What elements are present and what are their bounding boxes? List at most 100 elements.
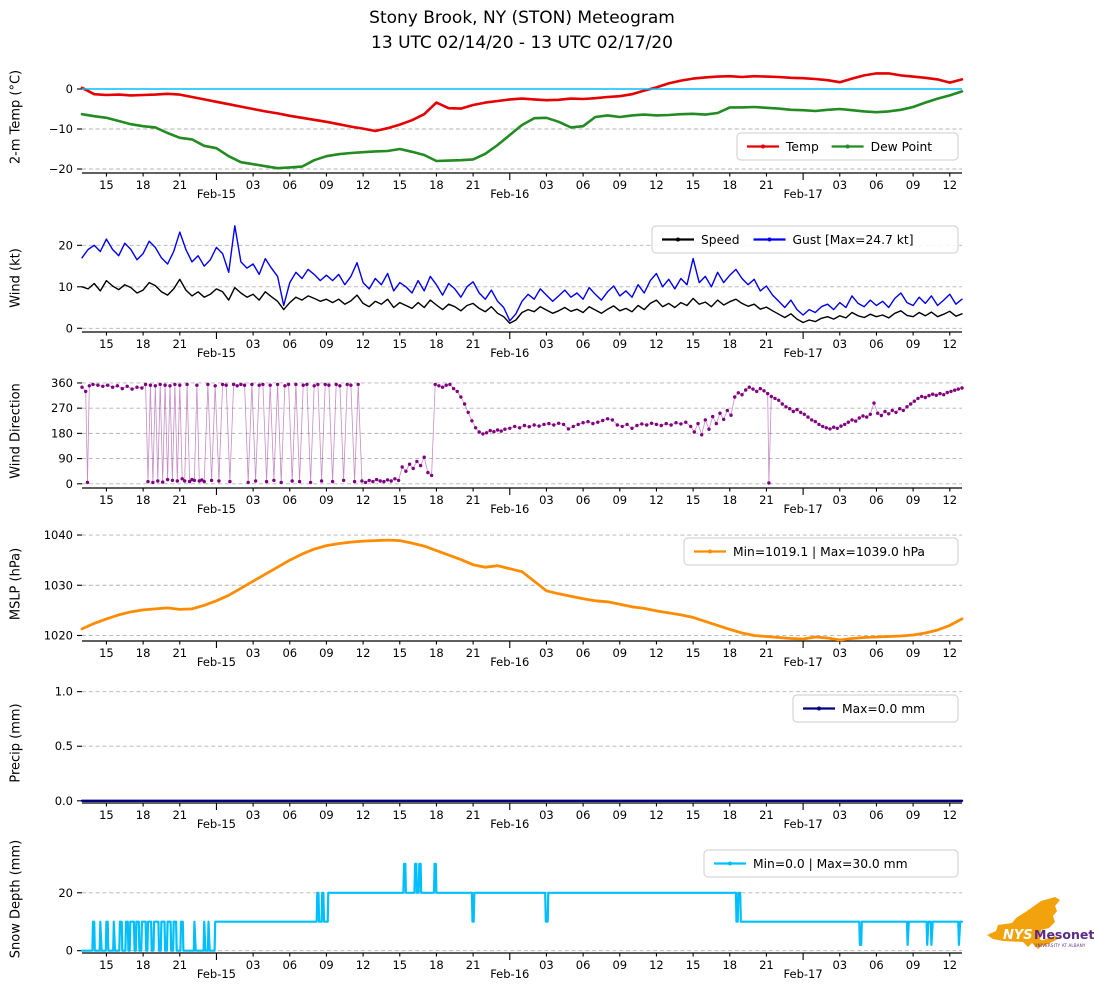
scatter-point [158,382,162,387]
logo-mesonet-text: Mesonet [1034,927,1094,942]
scatter-point [766,391,770,396]
scatter-point [451,386,456,391]
x-tick-label: 03 [539,337,554,351]
x-tick-label: 21 [172,958,187,972]
scatter-point [821,424,825,429]
x-tick-label: 12 [356,337,371,351]
x-tick-label: 15 [392,958,407,972]
x-tick-label: 18 [722,493,737,507]
scatter-point [850,418,854,422]
x-tick-label: 03 [246,178,261,192]
x-tick-label: 15 [392,493,407,507]
scatter-point [566,427,571,431]
x-tick-label: 06 [869,493,884,507]
scatter-point [246,480,250,485]
y-tick-label: 0 [66,477,73,491]
x-tick-label: 21 [466,337,481,351]
scatter-point [444,383,448,387]
scatter-point [758,386,762,391]
x-tick-label: 15 [686,808,701,822]
x-tick-label: 03 [539,493,554,507]
x-tick-label: 18 [429,808,444,822]
x-tick-label: 06 [576,178,591,192]
scatter-point [209,478,214,483]
scatter-point [316,382,320,387]
scatter-point [788,407,792,411]
scatter-point [733,395,737,399]
scatter-point [165,477,170,482]
scatter-point [393,477,397,481]
x-tick-label: 06 [282,337,297,351]
scatter-point [729,413,733,417]
x-tick-label: 15 [99,646,114,660]
x-tick-label: 06 [869,958,884,972]
x-tick-label: 18 [722,958,737,972]
scatter-point [374,477,379,482]
x-tick-label: 18 [136,178,151,192]
scatter-point [674,421,678,425]
scatter-point [876,411,880,415]
y-tick-label: 270 [51,401,73,415]
scatter-point [736,391,740,395]
legend-box [792,694,959,723]
x-tick-label: 06 [869,646,884,660]
x-tick-label: 21 [172,337,187,351]
scatter-point [953,388,957,392]
scatter-point [890,408,894,413]
x-tick-label: 18 [429,337,444,351]
scatter-point [382,479,386,484]
scatter-point [110,385,115,389]
x-tick-label: 09 [612,958,627,972]
x-tick-label: 09 [612,178,627,192]
scatter-point [429,473,434,478]
x-tick-label: Feb-17 [784,655,823,669]
scatter-point [242,383,247,387]
y-tick-label: 1030 [44,578,73,592]
scatter-point [956,387,960,391]
x-tick-label: Feb-17 [784,817,823,831]
scatter-point [345,382,349,387]
x-tick-label: 15 [99,808,114,822]
scatter-point [744,388,748,392]
legend-sample-marker [845,144,850,149]
y-tick-label: 0 [66,321,73,335]
x-tick-label: 21 [172,493,187,507]
x-tick-label: 18 [136,337,151,351]
scatter-point [312,384,316,388]
scatter-point [175,479,179,483]
legend-label: Dew Point [871,140,933,154]
x-tick-label: 09 [906,808,921,822]
scatter-point [640,422,644,426]
scatter-point [843,422,847,427]
scatter-point [654,422,659,427]
x-tick-label: 06 [282,808,297,822]
scatter-point [795,407,799,412]
x-tick-label: 15 [392,808,407,822]
scatter-point [495,428,500,432]
y-tick-label: 90 [58,452,73,466]
x-tick-label: 06 [282,958,297,972]
x-tick-label: 03 [246,646,261,660]
scatter-point [503,427,507,431]
x-tick-label: 09 [319,178,334,192]
scatter-point [938,391,942,396]
scatter-point [909,402,913,406]
scatter-point [192,478,197,483]
x-tick-label: 21 [466,493,481,507]
scatter-point [552,423,556,427]
x-tick-label: 06 [869,808,884,822]
x-tick-label: 15 [686,178,701,192]
scatter-point [125,384,129,388]
x-tick-label: Feb-17 [784,502,823,516]
scatter-point [426,470,430,475]
scatter-point [356,382,360,387]
y-tick-label: 0.0 [55,794,73,808]
scatter-point [620,424,624,429]
scatter-point [839,424,843,428]
scatter-point [85,480,90,485]
scatter-point [323,382,327,387]
x-tick-label: 15 [686,337,701,351]
scatter-point [883,409,887,414]
scatter-point [542,422,546,427]
x-tick-label: 06 [282,178,297,192]
